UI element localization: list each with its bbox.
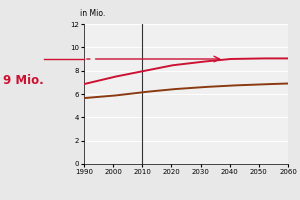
Text: in Mio.: in Mio.	[80, 9, 105, 18]
Text: 9 Mio.: 9 Mio.	[3, 74, 44, 88]
